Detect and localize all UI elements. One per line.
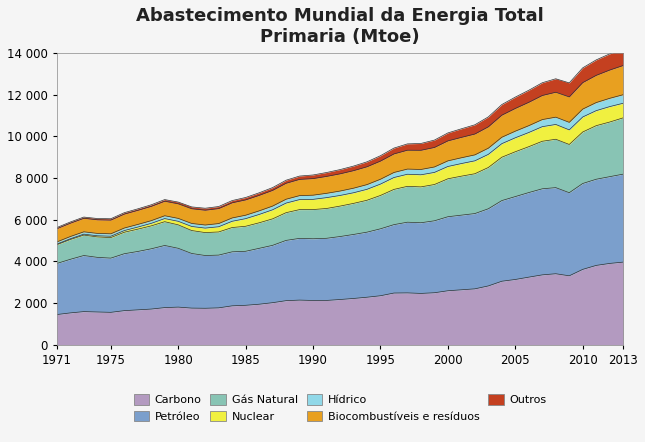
Title: Abastecimento Mundial da Energia Total
Primaria (Mtoe): Abastecimento Mundial da Energia Total P… <box>136 7 544 46</box>
Legend: Carbono, Petróleo, Gás Natural, Nuclear, Hídrico, Biocombustíveis e resíduos, Ou: Carbono, Petróleo, Gás Natural, Nuclear,… <box>134 394 546 422</box>
